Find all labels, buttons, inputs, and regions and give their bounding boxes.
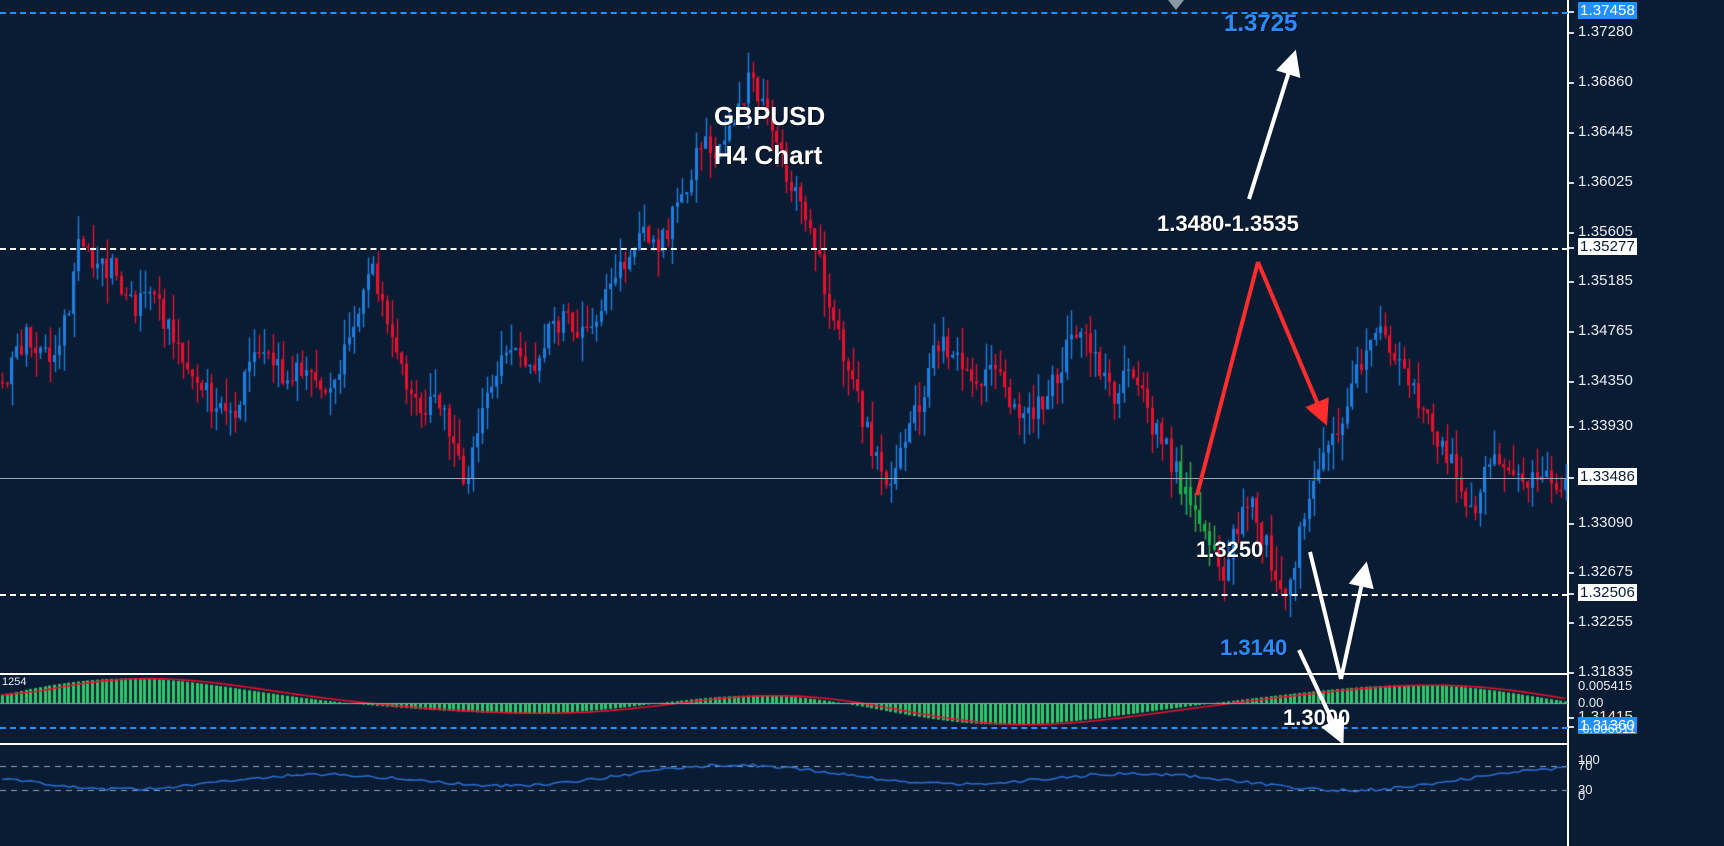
price-tick-label: 1.32255 [1578,613,1633,630]
tick-mark [1569,232,1574,234]
tick-mark [1569,281,1574,283]
price-tick-label: 1.36025 [1578,173,1633,190]
stochastic-series [0,744,1568,846]
reference-line-resistance-upper [0,12,1568,14]
price-tick-label: 1.33090 [1578,514,1633,531]
tick-mark [1569,132,1574,134]
price-tick-label: 1.33930 [1578,417,1633,434]
macd-tick-label: 0.005415 [1578,678,1633,693]
tick-mark [1569,622,1574,624]
tick-mark [1569,477,1574,479]
tick-mark [1569,82,1574,84]
annotation-target-up: 1.3725 [1224,10,1298,37]
tick-mark [1569,717,1574,719]
tick-mark [1569,426,1574,428]
price-tick-label: 1.33486 [1578,468,1637,485]
oscillator-tick-label: 30 [1578,782,1593,797]
price-tick-label: 1.34350 [1578,372,1633,389]
price-axis-scale[interactable]: 1.37458 1.37280 1.36860 1.36445 1.36025 1.356… [1568,0,1724,846]
price-tick-label: 1.35185 [1578,272,1633,289]
price-tick-label: 1.36860 [1578,73,1633,90]
chart-symbol-label: GBPUSD [714,101,826,131]
tick-mark [1569,32,1574,34]
oscillator-tick-label: 100 [1578,752,1600,767]
tick-mark [1569,381,1574,383]
price-tick-label: 1.31360 [1578,717,1637,734]
annotation-support: 1.3250 [1196,537,1264,562]
price-tick-label: 1.31835 [1578,663,1633,680]
tick-mark [1569,523,1574,525]
tick-mark [1569,247,1574,249]
oscillator-tick-label: 0 [1578,788,1586,803]
macd-tick-label: -0.006611 [1578,721,1636,736]
tick-mark [1569,726,1574,728]
annotation-target-down-1: 1.3140 [1220,635,1288,660]
tick-mark [1569,331,1574,333]
tick-mark [1569,672,1574,674]
price-tick-label: 1.32675 [1578,563,1633,580]
annotation-target-down-2: 1.3000 [1283,705,1351,730]
price-tick-label: 1.35605 [1578,223,1633,240]
price-tick-label: 1.32506 [1578,584,1637,601]
reference-line-current-price [0,478,1568,479]
macd-left-label: 1254 [2,676,27,688]
annotation-resistance-zone: 1.3480-1.3535 [1157,211,1299,236]
oscillator-tick-label: 70 [1578,758,1593,773]
price-tick-label: 1.35277 [1578,238,1637,255]
tick-mark [1569,572,1574,574]
price-tick-label: 1.37458 [1578,2,1637,19]
chart-timeframe-label: H4 Chart [714,140,823,170]
reference-line-support-zone [0,594,1568,596]
tick-mark [1569,11,1574,13]
reference-line-resistance-zone [0,248,1568,250]
tick-mark [1569,182,1574,184]
macd-tick-label: 0.00 [1578,695,1604,710]
price-tick-label: 1.37280 [1578,23,1633,40]
tick-mark [1569,593,1574,595]
reference-line-support-lower [0,727,1568,729]
price-tick-label: 1.34765 [1578,322,1633,339]
price-tick-label: 1.36445 [1578,123,1633,140]
